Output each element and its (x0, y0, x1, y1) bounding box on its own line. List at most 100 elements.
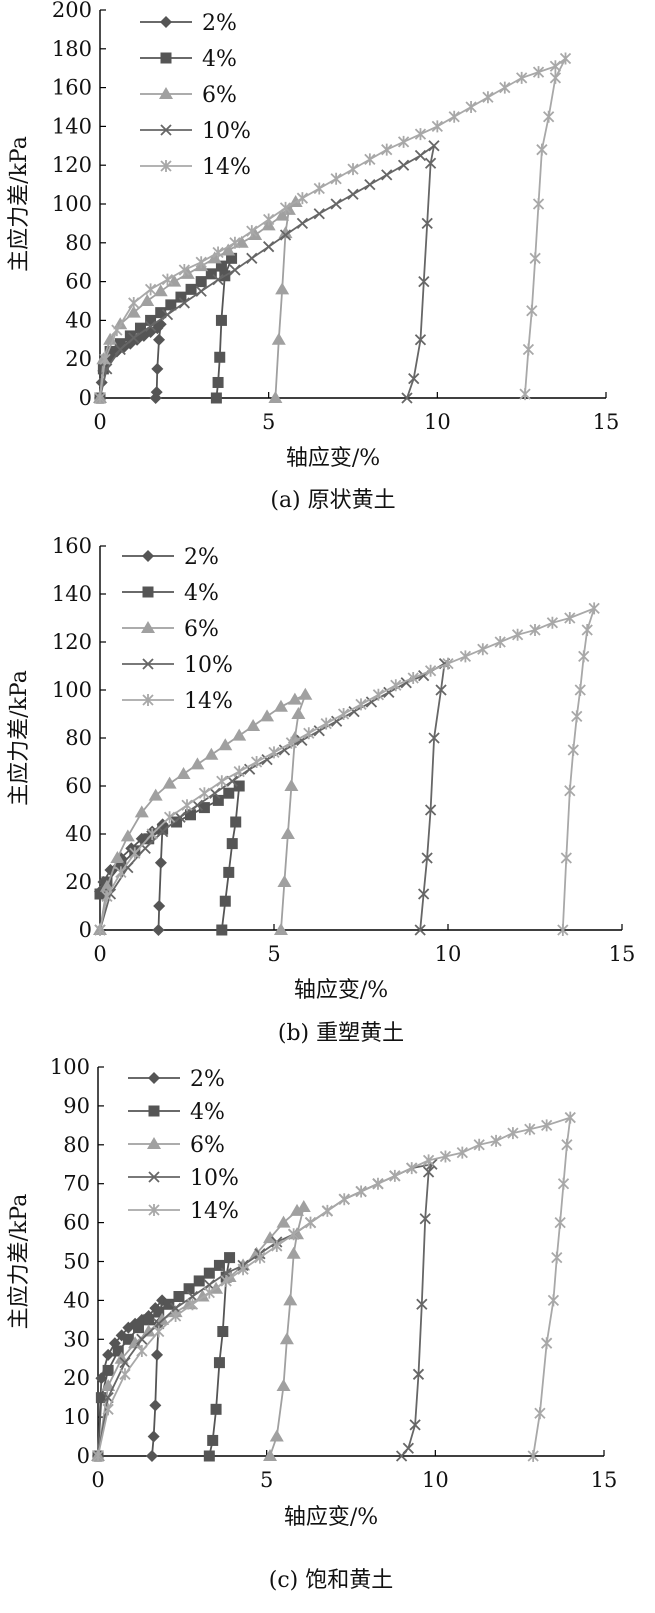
panel-c-baohe-huangtu: 0 10 20 30 40 50 60 70 80 90 100 0 5 10 15 轴应变/% 主应力差/kP… (7, 1055, 617, 1593)
data-point (554, 1216, 566, 1229)
data-point (155, 307, 167, 319)
legend-label: 14% (202, 155, 251, 180)
data-point (290, 1203, 305, 1216)
data-point (136, 1333, 148, 1345)
data-point (448, 110, 460, 123)
data-point (149, 392, 162, 404)
y-tick-label: 160 (52, 76, 92, 100)
data-point (215, 260, 227, 272)
data-point (347, 163, 359, 176)
y-tick-label: 80 (63, 1133, 90, 1157)
legend-label: 10% (190, 1166, 239, 1191)
data-point (422, 1154, 435, 1167)
data-point (191, 799, 204, 811)
data-point (421, 217, 433, 230)
data-point (276, 1215, 291, 1228)
data-point (275, 282, 290, 295)
data-point (286, 1246, 301, 1259)
data-point (303, 727, 315, 740)
data-point (522, 343, 535, 356)
legend-entry: 6% (140, 83, 237, 108)
data-point (588, 602, 600, 615)
data-point (153, 333, 166, 346)
data-point (103, 332, 118, 345)
data-point (414, 128, 427, 141)
data-point (115, 866, 127, 879)
legend-label: 10% (202, 119, 251, 144)
y-axis-title: 主应力差/kPa (7, 136, 32, 272)
y-tick-label: 140 (52, 582, 92, 606)
data-point (114, 1351, 129, 1364)
data-point (246, 719, 261, 731)
y-tick-label: 90 (63, 1094, 90, 1118)
data-point (171, 816, 183, 828)
data-point (213, 1259, 225, 1271)
y-tick-label: 100 (50, 1055, 90, 1079)
data-point (165, 299, 177, 311)
legend-label: 4% (202, 47, 237, 72)
data-point (195, 1289, 210, 1302)
legend-marker (159, 87, 173, 99)
data-point (161, 308, 174, 321)
data-point (114, 343, 126, 356)
legend-entry: 2% (140, 11, 237, 36)
series-line (99, 201, 297, 399)
data-point (111, 324, 123, 337)
legend-marker (160, 160, 172, 172)
data-point (268, 391, 283, 403)
data-point (193, 1275, 205, 1287)
data-point (143, 1314, 155, 1326)
series-6pct (93, 195, 303, 403)
data-point (94, 888, 106, 900)
data-point (128, 296, 140, 309)
data-point (397, 135, 410, 148)
data-point (203, 1267, 215, 1279)
data-point (536, 143, 548, 156)
data-point (263, 1449, 278, 1461)
data-point (279, 1332, 294, 1345)
legend-entry: 4% (128, 1100, 225, 1125)
data-point (401, 392, 413, 404)
data-point (195, 276, 207, 288)
data-point (559, 52, 572, 65)
data-point (217, 1326, 229, 1338)
data-point (439, 1150, 452, 1163)
data-point (338, 1193, 350, 1206)
data-point (532, 66, 545, 79)
legend-marker (148, 1105, 160, 1117)
y-tick-label: 100 (52, 192, 92, 216)
legend-marker (147, 1137, 161, 1149)
legend-entry: 6% (122, 617, 219, 642)
data-point (409, 1419, 421, 1431)
data-point (215, 314, 227, 326)
data-point (408, 372, 420, 385)
data-point (567, 744, 579, 756)
data-point (210, 1403, 222, 1415)
data-point (424, 804, 437, 816)
data-point (230, 816, 242, 828)
data-point (296, 192, 309, 205)
data-point (216, 775, 228, 788)
data-point (330, 198, 342, 210)
data-point (161, 273, 174, 286)
series-line (99, 143, 436, 399)
legend-marker (142, 550, 154, 562)
data-point (178, 263, 190, 276)
y-tick-label: 200 (52, 0, 92, 22)
data-point (347, 188, 359, 200)
series-10pct (92, 1158, 438, 1462)
data-point (477, 643, 489, 656)
data-point (246, 252, 258, 264)
y-tick-label: 0 (77, 1444, 90, 1468)
data-point (499, 81, 511, 94)
data-point (181, 799, 193, 812)
data-point (119, 1368, 131, 1381)
data-point (154, 856, 167, 869)
data-point (151, 362, 164, 375)
y-axis-title: 主应力差/kPa (7, 1194, 32, 1330)
data-point (414, 149, 427, 162)
data-point (560, 852, 572, 864)
data-point (529, 252, 541, 265)
data-point (296, 217, 309, 230)
y-tick-label: 80 (65, 726, 92, 750)
